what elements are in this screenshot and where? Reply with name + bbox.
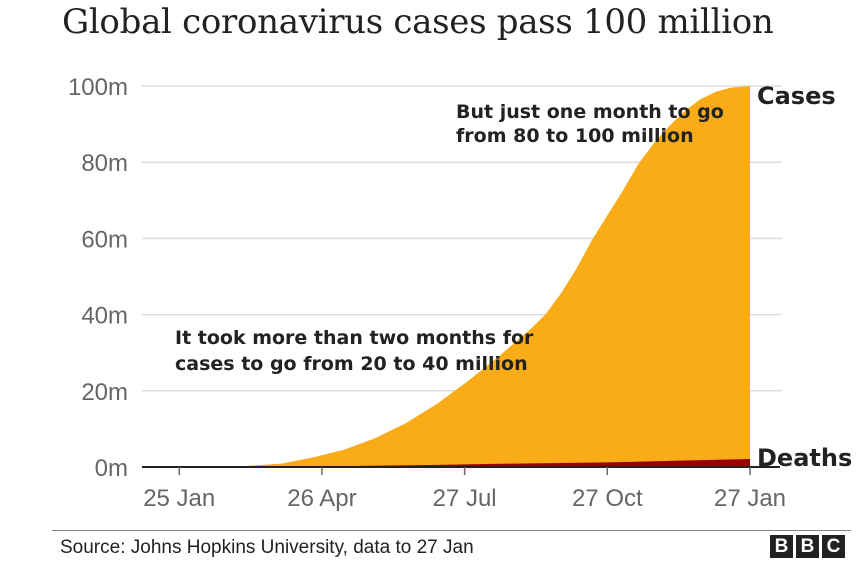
x-tick-label: 27 Jul — [433, 485, 497, 512]
x-axis — [142, 466, 780, 475]
series-areas — [142, 86, 750, 467]
y-tick-label: 80m — [81, 150, 128, 177]
footer-divider — [52, 530, 851, 531]
x-tick-label: 25 Jan — [143, 485, 215, 512]
annotation-late-growth-line-1: But just one month to go — [456, 101, 724, 123]
logo-letter: B — [796, 535, 819, 558]
y-tick-label: 100m — [68, 74, 128, 101]
bbc-logo: B B C — [770, 535, 845, 558]
logo-letter: B — [770, 535, 793, 558]
y-tick-label: 0m — [95, 455, 128, 482]
annotation-late-growth-line-2: from 80 to 100 million — [456, 125, 694, 147]
series-label-cases: Cases — [757, 82, 836, 110]
area-chart: 0m 20m 40m 60m 80m 100m 25 Jan 26 Apr 27 Jul 27 … — [68, 74, 852, 512]
series-area-deaths — [142, 459, 750, 467]
x-tick-label: 26 Apr — [287, 485, 356, 512]
chart-title: Global coronavirus cases pass 100 millio… — [62, 2, 774, 42]
x-tick-label: 27 Jan — [714, 485, 786, 512]
y-tick-label: 40m — [81, 303, 128, 330]
y-tick-label: 20m — [81, 379, 128, 406]
series-area-cases — [142, 86, 750, 467]
y-tick-label: 60m — [81, 226, 128, 253]
y-axis-labels: 0m 20m 40m 60m 80m 100m — [68, 74, 128, 482]
source-note: Source: Johns Hopkins University, data t… — [60, 537, 474, 558]
logo-letter: C — [822, 535, 845, 558]
x-tick-label: 27 Oct — [572, 485, 643, 512]
annotation-early-growth-line-2: cases to go from 20 to 40 million — [175, 353, 528, 375]
annotation-early-growth-line-1: It took more than two months for — [175, 327, 534, 349]
series-label-deaths: Deaths — [757, 444, 852, 472]
x-axis-labels: 25 Jan 26 Apr 27 Jul 27 Oct 27 Jan — [143, 485, 786, 512]
